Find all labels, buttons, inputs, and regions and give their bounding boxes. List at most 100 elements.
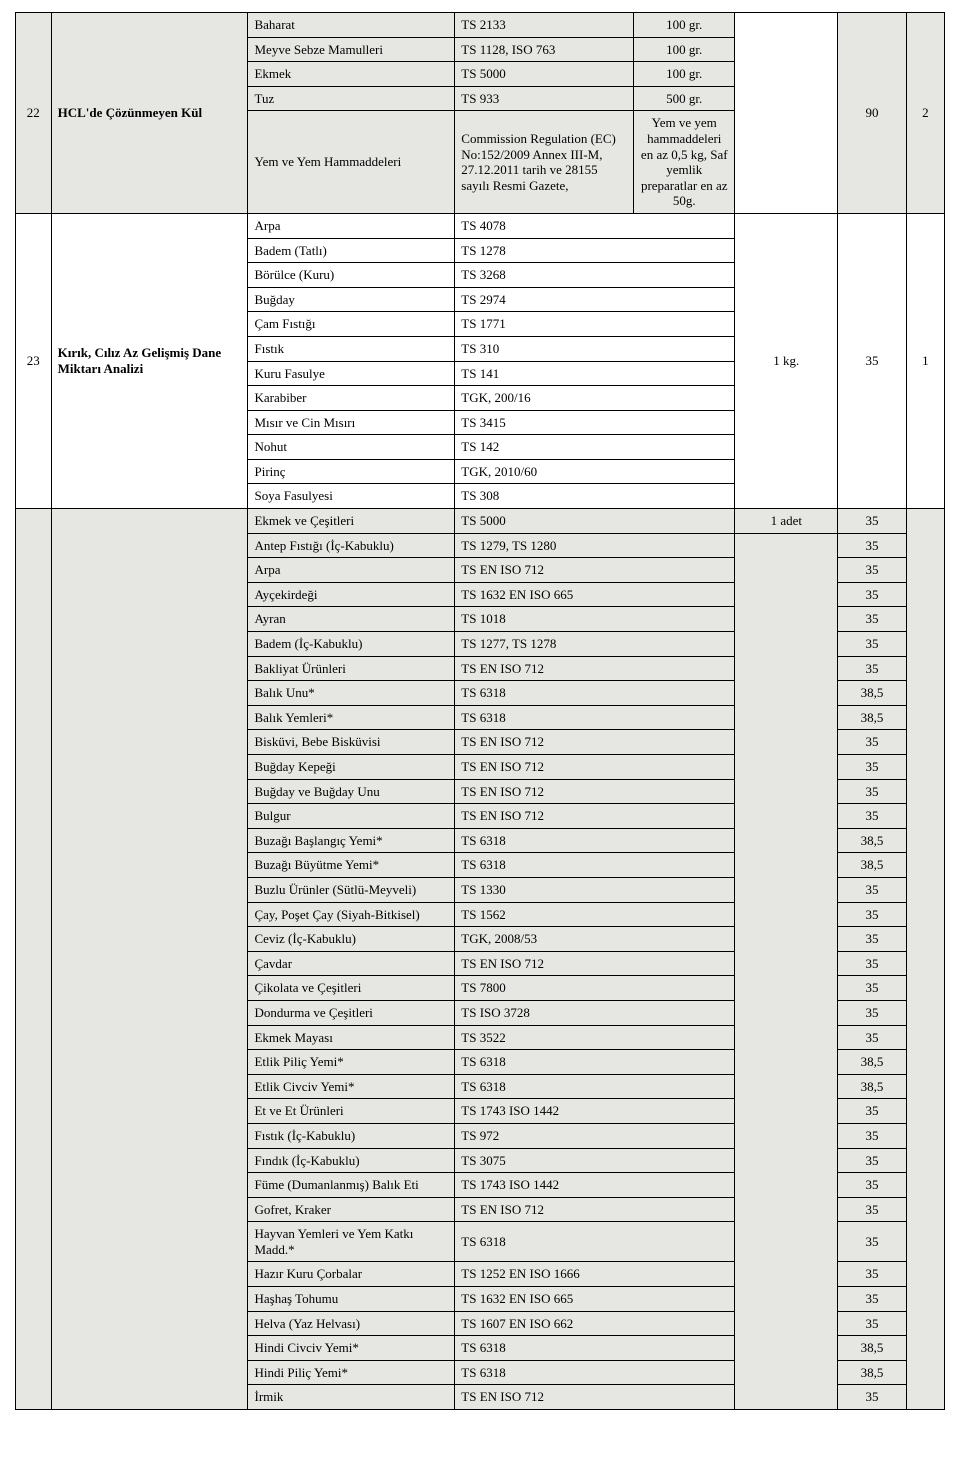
quantity: 100 gr.	[634, 62, 735, 87]
extra-cell	[906, 509, 944, 1410]
standard-code: TS 1277, TS 1278	[455, 632, 735, 657]
standard-code: TGK, 200/16	[455, 386, 735, 411]
value-cell: 90	[838, 13, 906, 214]
item-name: Füme (Dumanlanmış) Balık Eti	[248, 1173, 455, 1198]
standard-code: TS 6318	[455, 705, 735, 730]
value-cell: 35	[838, 804, 906, 829]
item-name: Ayran	[248, 607, 455, 632]
item-name: Fındık (İç-Kabuklu)	[248, 1148, 455, 1173]
standard-code: TS 1632 EN ISO 665	[455, 582, 735, 607]
standard-code: TS 6318	[455, 681, 735, 706]
quantity: 100 gr.	[634, 37, 735, 62]
standard-code: TS 4078	[455, 213, 735, 238]
item-name: Etlik Piliç Yemi*	[248, 1050, 455, 1075]
item-name: Hindi Civciv Yemi*	[248, 1336, 455, 1361]
value-cell: 35	[838, 533, 906, 558]
value-cell: 35	[838, 558, 906, 583]
value-cell: 35	[838, 1000, 906, 1025]
extra-cell: 2	[906, 13, 944, 214]
standard-code: TS 310	[455, 336, 735, 361]
item-name: Buzlu Ürünler (Sütlü-Meyveli)	[248, 877, 455, 902]
standard-code: TS 6318	[455, 1074, 735, 1099]
item-name: Buzağı Büyütme Yemi*	[248, 853, 455, 878]
item-name: Yem ve Yem Hammaddeleri	[248, 111, 455, 214]
standard-code: TS 1018	[455, 607, 735, 632]
standard-code: TS 2133	[455, 13, 634, 38]
item-name: Tuz	[248, 86, 455, 111]
value-cell: 35	[838, 877, 906, 902]
item-name: Meyve Sebze Mamulleri	[248, 37, 455, 62]
analysis-name: Kırık, Cılız Az Gelişmiş Dane Miktarı An…	[51, 213, 248, 508]
standard-code: TS EN ISO 712	[455, 558, 735, 583]
standard-code: TS ISO 3728	[455, 1000, 735, 1025]
item-name: Soya Fasulyesi	[248, 484, 455, 509]
item-name: Baharat	[248, 13, 455, 38]
quantity: 1 adet	[735, 509, 838, 534]
value-cell: 35	[838, 976, 906, 1001]
value-cell: 38,5	[838, 853, 906, 878]
item-name: Ceviz (İç-Kabuklu)	[248, 927, 455, 952]
value-cell: 38,5	[838, 705, 906, 730]
value-cell: 35	[838, 1025, 906, 1050]
value-cell: 35	[838, 1385, 906, 1410]
standard-code: TS 1743 ISO 1442	[455, 1173, 735, 1198]
standard-code: TS 1743 ISO 1442	[455, 1099, 735, 1124]
standard-code: TS EN ISO 712	[455, 755, 735, 780]
item-name: Bakliyat Ürünleri	[248, 656, 455, 681]
row-index: 23	[16, 213, 52, 508]
item-name: Balık Unu*	[248, 681, 455, 706]
value-cell: 35	[838, 582, 906, 607]
standard-code: TS 972	[455, 1123, 735, 1148]
standard-code: TS 3075	[455, 1148, 735, 1173]
item-name: Helva (Yaz Helvası)	[248, 1311, 455, 1336]
standard-code: TS 1607 EN ISO 662	[455, 1311, 735, 1336]
value-cell: 35	[838, 1287, 906, 1312]
standard-code: TS EN ISO 712	[455, 1197, 735, 1222]
item-name: Ekmek ve Çeşitleri	[248, 509, 455, 534]
item-name: Börülce (Kuru)	[248, 263, 455, 288]
standard-code: TS 6318	[455, 1050, 735, 1075]
standard-code: TS EN ISO 712	[455, 1385, 735, 1410]
value-cell: 35	[838, 927, 906, 952]
value-cell: 35	[838, 755, 906, 780]
quantity: 1 kg.	[735, 213, 838, 508]
item-name: Fıstık (İç-Kabuklu)	[248, 1123, 455, 1148]
item-name: Buzağı Başlangıç Yemi*	[248, 828, 455, 853]
row-index	[16, 509, 52, 1410]
standard-code: TGK, 2010/60	[455, 459, 735, 484]
standard-code: TS 6318	[455, 1222, 735, 1262]
analysis-table: 22HCL'de Çözünmeyen KülBaharatTS 2133100…	[15, 12, 945, 1410]
standard-code: TS 6318	[455, 828, 735, 853]
standard-code: TS EN ISO 712	[455, 951, 735, 976]
standard-code: TS 1330	[455, 877, 735, 902]
item-name: Arpa	[248, 558, 455, 583]
value-cell: 35	[838, 1123, 906, 1148]
item-name: Hindi Piliç Yemi*	[248, 1360, 455, 1385]
item-name: Çam Fıstığı	[248, 312, 455, 337]
standard-code: TS 933	[455, 86, 634, 111]
item-name: Ekmek Mayası	[248, 1025, 455, 1050]
standard-code: TS 3522	[455, 1025, 735, 1050]
standard-code: TS EN ISO 712	[455, 656, 735, 681]
extra-cell: 1	[906, 213, 944, 508]
standard-code: TS 5000	[455, 62, 634, 87]
value-cell: 35	[838, 1197, 906, 1222]
value-cell: 35	[838, 902, 906, 927]
standard-code: TS 1632 EN ISO 665	[455, 1287, 735, 1312]
standard-code: TS 1252 EN ISO 1666	[455, 1262, 735, 1287]
item-name: Hazır Kuru Çorbalar	[248, 1262, 455, 1287]
standard-code: TS 2974	[455, 287, 735, 312]
value-cell: 35	[838, 1262, 906, 1287]
value-cell: 38,5	[838, 1360, 906, 1385]
item-name: Buğday	[248, 287, 455, 312]
note-cell	[735, 13, 838, 214]
value-cell: 35	[838, 730, 906, 755]
value-cell: 38,5	[838, 1336, 906, 1361]
item-name: Fıstık	[248, 336, 455, 361]
value-cell: 35	[838, 1099, 906, 1124]
standard-code: TS 6318	[455, 1336, 735, 1361]
standard-code: TS 5000	[455, 509, 735, 534]
standard-code: TS EN ISO 712	[455, 779, 735, 804]
analysis-name: HCL'de Çözünmeyen Kül	[51, 13, 248, 214]
quantity	[735, 533, 838, 1409]
